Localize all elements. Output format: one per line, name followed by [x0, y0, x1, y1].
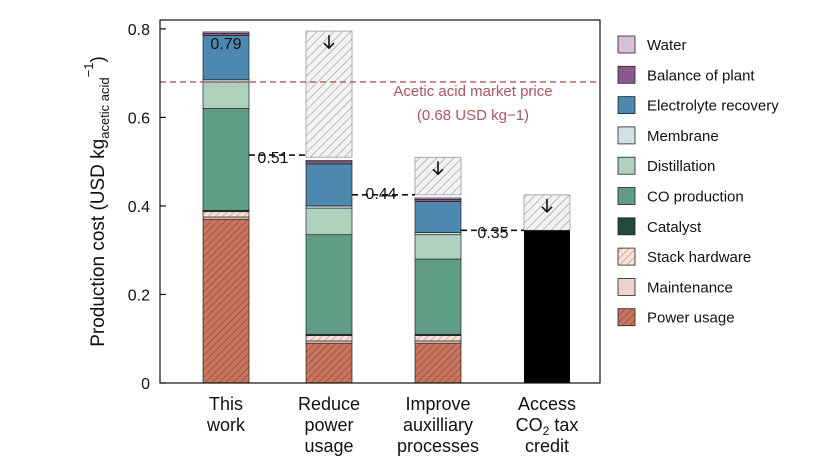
bar-0-power-usage [202, 218, 250, 384]
total-label-1: 0.51 [257, 150, 288, 167]
bar-0-stack-hardware [202, 211, 250, 218]
bar-1-distillation [305, 207, 353, 236]
legend-swatch-electrolyte-recovery [617, 96, 636, 114]
legend-label-water: Water [647, 37, 686, 54]
x-category-label: CO2 tax [516, 415, 579, 438]
y-axis-label: Production cost (USD kgacetic acid−1) [81, 56, 112, 347]
bar-2-power-usage [414, 342, 462, 384]
bar-1-co-production [305, 234, 353, 335]
bar-1-electrolyte-recovery [305, 163, 353, 207]
reduction-bar-0 [305, 30, 353, 158]
legend: Water Balance of plant Electrolyte recover… [617, 35, 779, 327]
x-category-label: Reduce [298, 394, 360, 414]
x-category-label: Access [518, 394, 576, 414]
legend-label-electrolyte-recovery: Electrolyte recovery [647, 98, 779, 115]
bar-0-distillation [202, 81, 250, 109]
total-label-3: 0.35 [477, 225, 508, 242]
legend-label-membrane: Membrane [647, 128, 719, 145]
legend-label-catalyst: Catalyst [647, 219, 702, 236]
legend-swatch-membrane [617, 126, 636, 145]
total-label-0: 0.79 [210, 36, 241, 53]
legend-swatch-distillation [617, 156, 636, 175]
legend-label-distillation: Distillation [647, 158, 715, 175]
legend-label-co-production: CO production [647, 189, 744, 206]
connectors [249, 154, 524, 232]
legend-swatch-catalyst [617, 217, 636, 236]
legend-swatch-co-production [617, 187, 636, 205]
legend-label-maintenance: Maintenance [647, 279, 733, 296]
bar-0-co-production [202, 108, 250, 211]
bar-2-distillation [414, 234, 462, 260]
legend-label-stack-hardware: Stack hardware [647, 249, 751, 266]
down-arrow-icon [432, 161, 444, 176]
total-label-2: 0.44 [365, 186, 396, 203]
y-axis-ticks: 0 0.2 0.4 0.6 0.8 [128, 22, 166, 393]
total-labels: 0.79 0.51 0.44 0.35 [210, 36, 508, 242]
bar-2-water [414, 197, 462, 200]
down-arrow-icon [541, 198, 553, 213]
legend-swatch-power-usage [617, 308, 636, 327]
legend-swatch-maintenance [617, 277, 636, 296]
market-price-value-label: (0.68 USD kg−1) [417, 107, 529, 124]
market-price-label: Acetic acid market price [393, 83, 552, 100]
bar-1-stack-hardware [305, 335, 353, 342]
x-category-label: credit [525, 436, 569, 456]
y-tick-label: 0.6 [128, 110, 150, 127]
bar-1-water [305, 159, 353, 163]
bar-1-power-usage [305, 342, 353, 384]
x-category-label: power [304, 415, 353, 435]
bar-2-electrolyte-recovery [414, 201, 462, 233]
x-category-label: usage [304, 436, 353, 456]
plot-frame [159, 19, 601, 384]
legend-swatch-balance-of-plant [617, 65, 636, 84]
solid-bars [524, 230, 570, 383]
down-arrow-icon [323, 35, 335, 50]
bar-2-co-production [414, 258, 462, 335]
legend-swatch-stack-hardware [617, 247, 636, 266]
y-tick-label: 0 [141, 376, 150, 393]
x-category-label: work [206, 415, 246, 435]
bar-2-stack-hardware [414, 335, 462, 342]
y-axis-title: Production cost (USD kgacetic acid−1) [81, 56, 112, 347]
x-category-label: processes [397, 436, 479, 456]
legend-swatch-water [617, 35, 636, 54]
x-category-label: Improve [405, 394, 470, 414]
bar-0-water [202, 31, 250, 34]
solid-bar-3 [524, 230, 570, 383]
reduction-bar-1 [414, 156, 462, 196]
bar-0-electrolyte-recovery [202, 35, 250, 81]
plot-area-border [159, 19, 601, 384]
x-category-label: This [209, 394, 243, 414]
y-tick-label: 0.4 [128, 199, 150, 216]
reference-line-group: Acetic acid market price (0.68 USD kg−1) [160, 81, 600, 124]
reduction-bars [305, 30, 571, 231]
stacked-bars [202, 31, 462, 384]
x-category-label: auxilliary [403, 415, 473, 435]
y-tick-label: 0.2 [128, 287, 150, 304]
legend-label-balance-of-plant: Balance of plant [647, 67, 755, 84]
legend-label-power-usage: Power usage [647, 310, 735, 327]
y-tick-label: 0.8 [128, 22, 150, 39]
